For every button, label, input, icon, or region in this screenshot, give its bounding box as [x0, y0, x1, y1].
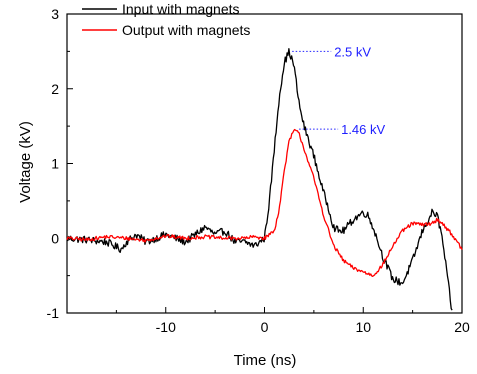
legend-label: Output with magnets — [122, 22, 250, 38]
y-axis-ticks: -1 0 1 2 3 — [47, 6, 73, 321]
y-tick-label: 3 — [51, 6, 59, 22]
x-axis-label: Time (ns) — [234, 352, 297, 369]
x-tick-label: -10 — [156, 319, 176, 335]
y-axis-label: Voltage (kV) — [17, 121, 34, 203]
annotation-label: 1.46 kV — [341, 122, 385, 137]
x-tick-label: 20 — [454, 319, 470, 335]
legend: Input with magnets Output with magnets — [82, 1, 250, 38]
legend-label: Input with magnets — [122, 1, 240, 17]
annotation-layer: 2.5 kV 1.46 kV — [292, 44, 386, 137]
series-layer — [66, 48, 463, 311]
x-tick-label: 0 — [261, 319, 269, 335]
y-tick-label: 1 — [51, 156, 59, 172]
y-tick-label: 2 — [51, 81, 59, 97]
x-tick-label: 10 — [355, 319, 371, 335]
y-tick-label: -1 — [47, 305, 60, 321]
series-line-output — [66, 128, 463, 278]
series-line-input — [66, 48, 453, 311]
plot-frame — [66, 13, 463, 314]
annotation-label: 2.5 kV — [334, 44, 371, 59]
x-axis-ticks: -10 0 10 20 — [66, 307, 470, 335]
y-tick-label: 0 — [51, 230, 59, 246]
plot-border — [66, 13, 463, 314]
